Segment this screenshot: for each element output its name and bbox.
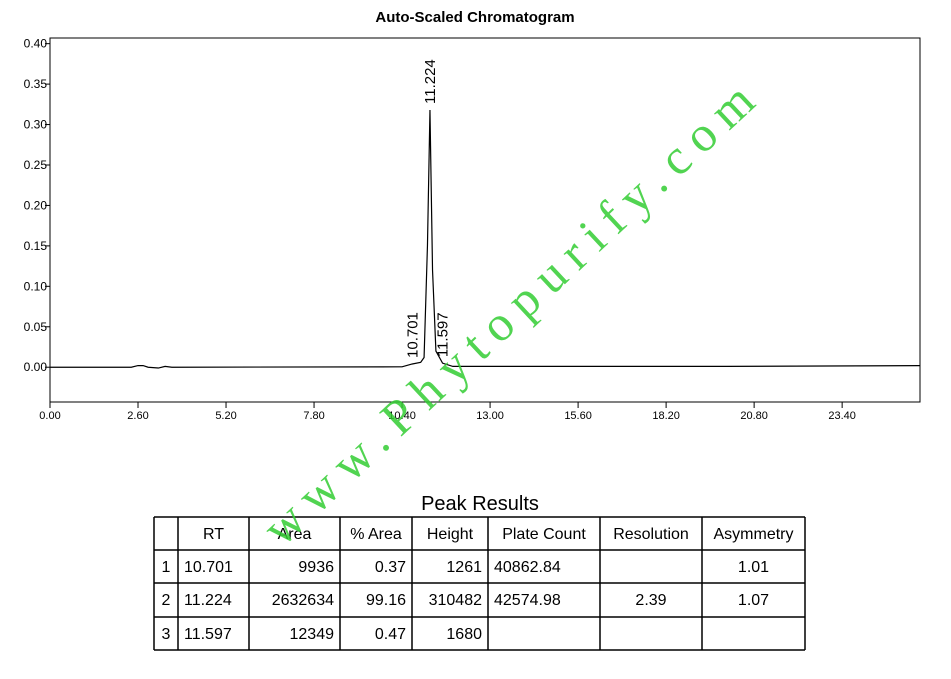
table-title: Peak Results (421, 493, 539, 515)
y-tick-label: 0.05 (24, 320, 48, 334)
y-tick-label: 0.30 (24, 118, 48, 132)
table-header: Resolution (613, 526, 689, 543)
table-cell: 0.47 (375, 626, 406, 643)
chart-title: Auto-Scaled Chromatogram (375, 9, 574, 26)
peak-label-group: 11.597 (435, 312, 452, 357)
x-tick-label: 20.80 (740, 410, 768, 422)
table-cell: 1.01 (738, 559, 769, 576)
table-cell: 2.39 (635, 592, 666, 609)
table-cell: 1680 (446, 626, 482, 643)
x-tick-label: 15.60 (564, 410, 592, 422)
y-tick-label: 0.20 (24, 198, 48, 212)
table-header: Asymmetry (714, 526, 794, 543)
y-tick-label: 0.00 (24, 360, 48, 374)
table-cell: 1 (162, 559, 171, 576)
peak-label: 10.701 (404, 312, 421, 358)
table-header: RT (203, 526, 224, 543)
table-header: % Area (350, 526, 402, 543)
peak-label: 11.224 (422, 59, 439, 104)
table-cell: 40862.84 (494, 559, 561, 576)
table-cell: 3 (162, 626, 171, 643)
peak-label: 11.597 (435, 312, 452, 357)
peak-label-group: 10.701 (404, 312, 421, 358)
x-tick-label: 7.80 (303, 410, 324, 422)
plot-frame (49, 37, 921, 403)
table-cell: 9936 (298, 559, 334, 576)
peak-label-group: 11.224 (422, 59, 439, 104)
table-cell: 2 (162, 592, 171, 609)
table-cell: 1.07 (738, 592, 769, 609)
table-cell: 0.37 (375, 559, 406, 576)
table-cell: 42574.98 (494, 592, 561, 609)
table-cell: 10.701 (184, 559, 233, 576)
table-cell: 1261 (446, 559, 482, 576)
table-header: Plate Count (502, 526, 586, 543)
table-cell: 99.16 (366, 592, 406, 609)
x-tick-label: 5.20 (215, 410, 236, 422)
x-tick-label: 10.40 (388, 410, 416, 422)
x-tick-label: 18.20 (652, 410, 680, 422)
y-tick-label: 0.25 (24, 158, 48, 172)
x-tick-label: 0.00 (39, 410, 60, 422)
y-tick-label: 0.35 (24, 77, 48, 91)
y-tick-label: 0.15 (24, 239, 48, 253)
table-cell: 310482 (429, 592, 482, 609)
table-cell: 12349 (290, 626, 335, 643)
table-cell: 11.224 (184, 592, 232, 609)
watermark: www.Phytopurify.com (251, 72, 765, 556)
table-header: Area (278, 526, 312, 543)
x-tick-label: 13.00 (476, 410, 504, 422)
x-tick-label: 2.60 (127, 410, 148, 422)
table-header: Height (427, 526, 474, 543)
table-cell: 2632634 (272, 592, 334, 609)
y-tick-label: 0.10 (24, 279, 48, 293)
chromatogram-line (50, 109, 921, 369)
table-cell: 11.597 (184, 626, 232, 643)
y-tick-label: 0.40 (24, 37, 48, 51)
x-tick-label: 23.40 (828, 410, 856, 422)
